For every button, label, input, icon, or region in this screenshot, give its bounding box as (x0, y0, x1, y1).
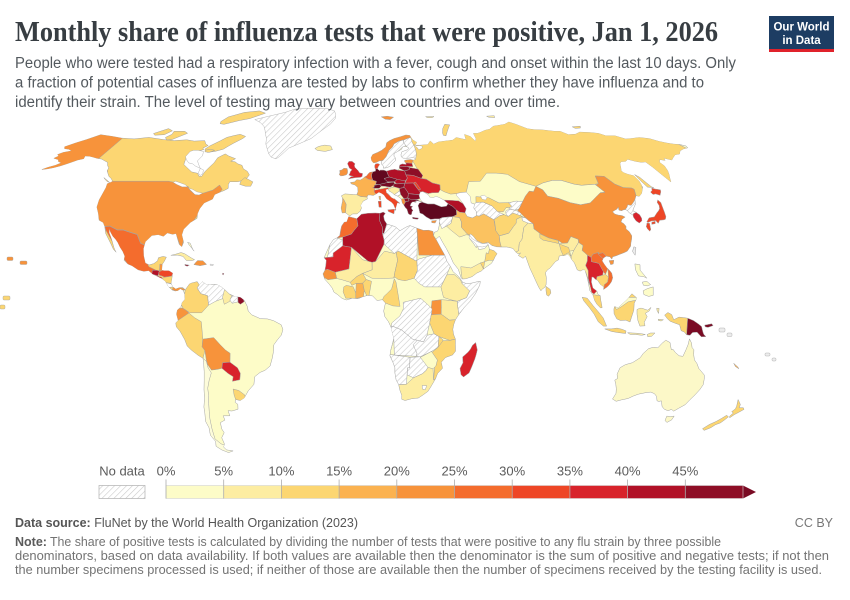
svg-text:a fraction of potential cases: a fraction of potential cases of influen… (15, 75, 704, 92)
svg-text:Monthly share of influenza tes: Monthly share of influenza tests that we… (15, 16, 718, 48)
svg-text:40%: 40% (615, 464, 641, 479)
svg-text:5%: 5% (214, 464, 233, 479)
svg-text:20%: 20% (384, 464, 410, 479)
svg-text:the number specimens processed: the number specimens processed is used; … (15, 563, 822, 577)
svg-text:denominators, based on data av: denominators, based on data availability… (15, 549, 829, 563)
svg-text:45%: 45% (672, 464, 698, 479)
svg-text:25%: 25% (441, 464, 467, 479)
svg-text:No data: No data (99, 464, 145, 479)
svg-text:15%: 15% (326, 464, 352, 479)
svg-text:CC BY: CC BY (795, 516, 834, 530)
svg-text:Data source: FluNet by the Wor: Data source: FluNet by the World Health … (15, 516, 358, 530)
svg-text:identify their strain. The lev: identify their strain. The level of test… (15, 94, 560, 111)
svg-text:10%: 10% (268, 464, 294, 479)
svg-text:30%: 30% (499, 464, 525, 479)
svg-text:0%: 0% (157, 464, 176, 479)
svg-text:in Data: in Data (782, 35, 821, 47)
svg-text:People who were tested had a r: People who were tested had a respiratory… (15, 55, 736, 72)
svg-text:Note:The share of positive tes: Note: The share of positive tests is calc… (15, 535, 721, 549)
svg-text:Our World: Our World (773, 22, 829, 34)
svg-text:35%: 35% (557, 464, 583, 479)
